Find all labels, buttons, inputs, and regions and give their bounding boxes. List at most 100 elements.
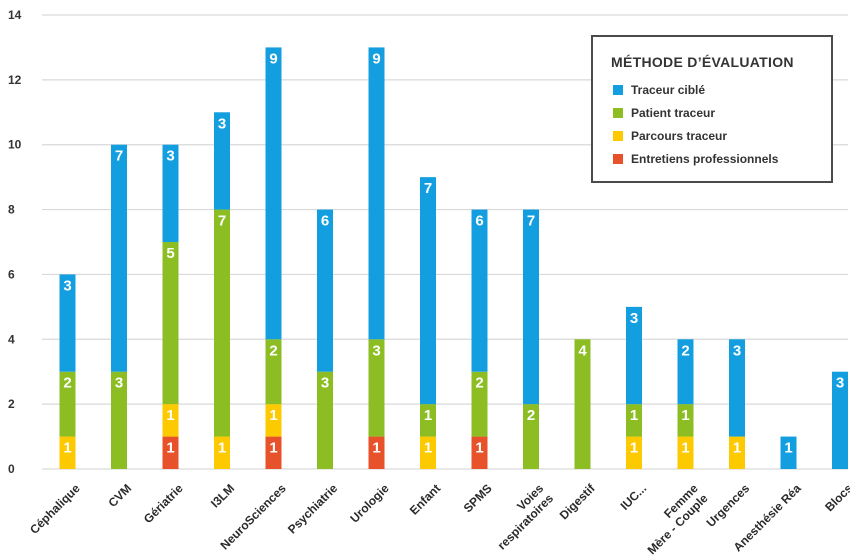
bar-segment (59, 436, 76, 469)
x-tick-label: Enfant (407, 481, 443, 517)
legend-item-traceur-cible: Traceur ciblé (613, 82, 705, 98)
legend-label: Patient traceur (631, 106, 716, 120)
bar-segment (265, 47, 282, 340)
bar-segment (729, 339, 745, 437)
bar-segment (523, 209, 539, 405)
legend-label: Traceur ciblé (631, 83, 706, 97)
bar-segment (626, 436, 642, 469)
bar-segment (111, 371, 127, 469)
data-label: 1 (630, 440, 638, 457)
x-axis: Céphalique CVM Gériatrie I3LMNeuroSciencesP… (27, 481, 850, 555)
x-tick-label: Digestif (557, 481, 599, 523)
bar-segment (265, 339, 282, 405)
data-label: 1 (372, 440, 380, 457)
x-tick-label: Gériatrie (141, 481, 186, 526)
data-label: 1 (681, 440, 689, 457)
y-tick-label: 10 (8, 138, 22, 152)
data-label: 3 (63, 277, 71, 294)
bar-segment (265, 436, 282, 469)
data-label: 1 (218, 440, 226, 457)
legend: MÉTHODE D’ÉVALUATION Traceur ciblé Patie… (591, 35, 833, 183)
y-tick-label: 4 (8, 332, 15, 346)
legend-item-parcours-traceur: Parcours traceur (613, 128, 727, 144)
bar-segment (780, 436, 797, 469)
bars (59, 47, 848, 469)
legend-swatch (613, 108, 623, 118)
data-label: 2 (63, 375, 71, 392)
x-tick-label: Blocs (822, 481, 850, 514)
bar-segment (626, 404, 642, 437)
data-label: 3 (372, 342, 380, 359)
bar-segment (214, 436, 230, 469)
bar-segment (471, 436, 488, 469)
x-tick-label: Urologie (347, 481, 392, 526)
data-label: 1 (63, 440, 71, 457)
data-label: 6 (321, 213, 329, 230)
bar-segment (471, 371, 488, 437)
data-label: 6 (475, 213, 483, 230)
bar-segment (59, 274, 76, 372)
legend-swatch (613, 154, 623, 164)
bar-segment (574, 339, 591, 469)
bar-segment (162, 404, 179, 437)
bar-segment (523, 404, 539, 469)
y-axis: 0 2 4 6 8 10 12 14 (8, 8, 22, 476)
bar-segment (471, 209, 488, 372)
bar-segment (677, 404, 694, 437)
legend-title: MÉTHODE D’ÉVALUATION (611, 54, 794, 70)
data-label: 1 (424, 440, 432, 457)
data-label: 3 (166, 148, 174, 165)
bar-segment (317, 209, 333, 372)
x-tick-label-line: Gériatrie (141, 481, 186, 526)
data-label: 1 (733, 440, 741, 457)
data-label: 9 (269, 50, 277, 67)
data-label: 2 (269, 342, 277, 359)
bar-segment (368, 47, 385, 340)
data-label: 1 (269, 407, 277, 424)
data-label: 1 (424, 407, 432, 424)
data-label: 1 (166, 440, 174, 457)
data-label: 3 (321, 375, 329, 392)
bar-segment (677, 436, 694, 469)
bar-segment (677, 339, 694, 405)
data-label: 9 (372, 50, 380, 67)
bar-segment (214, 209, 230, 437)
x-tick-label-line: Urgences (704, 481, 753, 530)
x-tick-label-line: Blocs (822, 481, 850, 514)
data-label: 2 (527, 407, 535, 424)
data-label: 3 (218, 115, 226, 132)
x-tick-label: IUC... (618, 481, 650, 513)
x-tick-label: Céphalique (27, 481, 83, 537)
x-tick-label: Psychiatrie (285, 481, 340, 536)
data-label: 5 (166, 245, 174, 262)
bar-segment (420, 404, 436, 437)
data-label: 3 (733, 342, 741, 359)
legend-label: Entretiens professionnels (631, 152, 779, 166)
legend-item-patient-traceur: Patient traceur (613, 105, 715, 121)
bar-segment (265, 404, 282, 437)
data-label: 7 (115, 148, 123, 165)
bar-segment (368, 339, 385, 437)
x-tick-label-line: Psychiatrie (285, 481, 340, 536)
bar-segment (59, 371, 76, 437)
bar-segment (832, 371, 848, 469)
x-tick-label-line: CVM (105, 481, 134, 510)
y-tick-label: 12 (8, 73, 22, 87)
bar-segment (214, 112, 230, 210)
x-tick-label-line: SPMS (461, 481, 495, 515)
legend-swatch (613, 85, 623, 95)
bar-segment (420, 177, 436, 405)
data-label: 4 (578, 342, 587, 359)
bar-segment (111, 144, 127, 372)
bar-segment (626, 306, 642, 405)
x-tick-label-line: Céphalique (27, 481, 83, 537)
data-label: 7 (424, 180, 432, 197)
y-tick-label: 14 (8, 8, 22, 22)
legend-label: Parcours traceur (631, 129, 728, 143)
x-tick-label: Urgences (704, 481, 753, 530)
legend-item-entretiens-professionnels: Entretiens professionnels (613, 151, 778, 167)
bar-segment (368, 436, 385, 469)
